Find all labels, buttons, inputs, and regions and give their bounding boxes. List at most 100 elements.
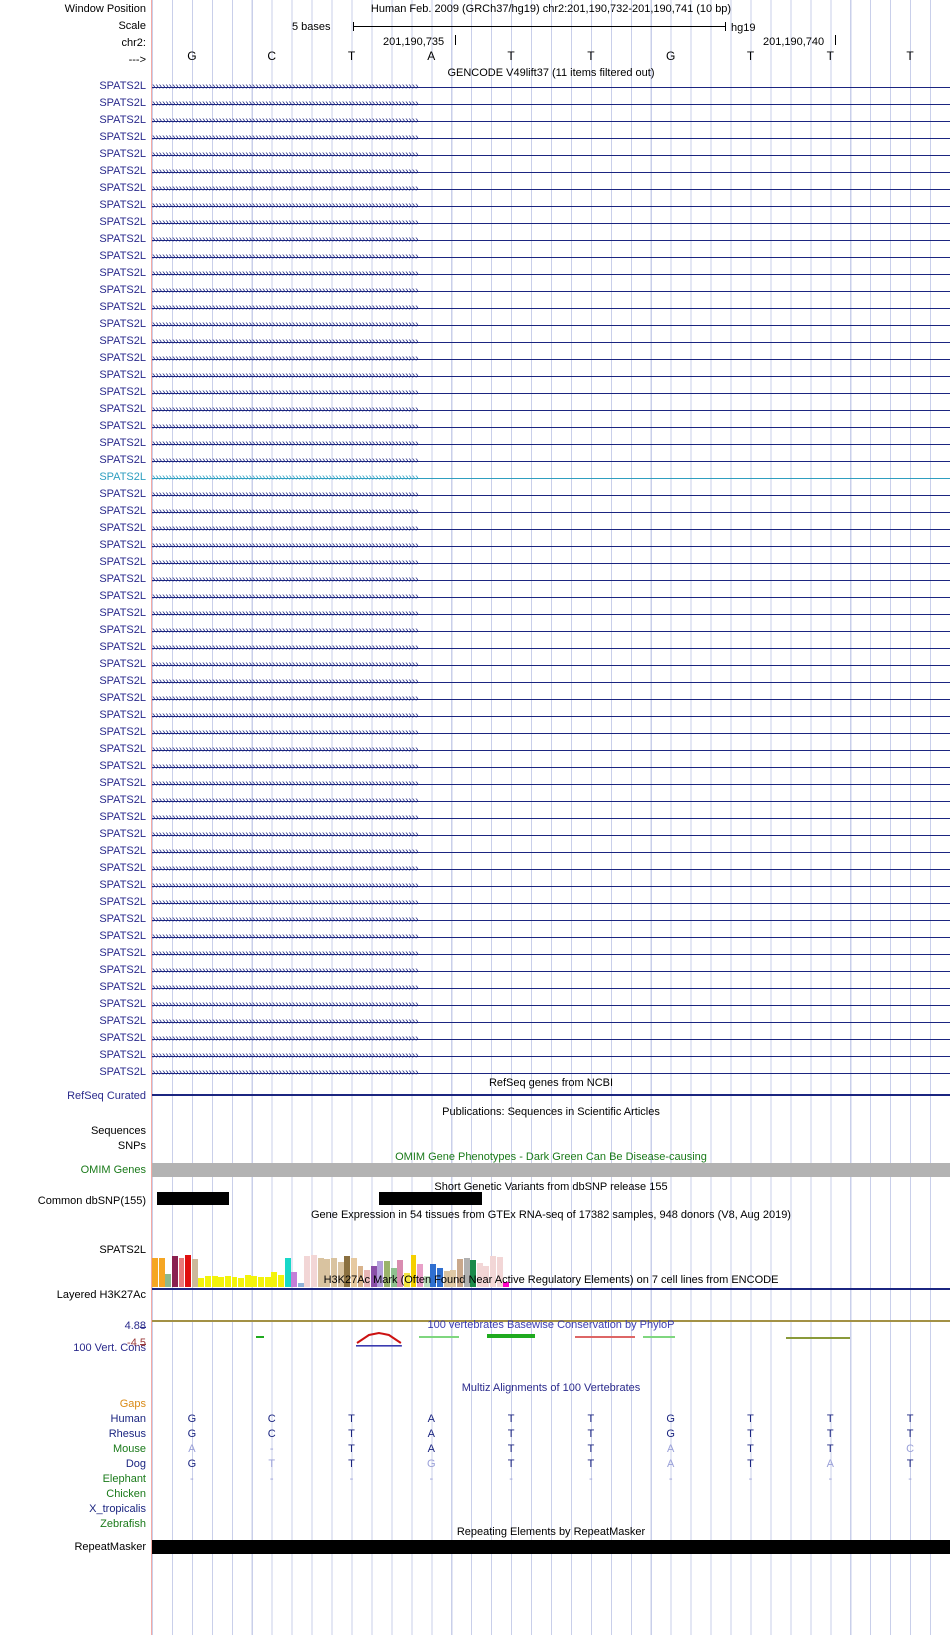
species-row[interactable]: Rhesus G C T A T T G T T T [0,1427,950,1442]
gene-row-label[interactable]: SPATS2L [99,505,146,517]
gene-row-label[interactable]: SPATS2L [99,284,146,296]
gene-row[interactable]: SPATS2L ›››››››››››››››››››››››››››››››››… [0,333,950,350]
phylop-label[interactable]: 100 Vert. Cons [73,1342,146,1354]
gene-row-label[interactable]: SPATS2L [99,369,146,381]
species-row[interactable]: Elephant - - - - - - - - - - [0,1472,950,1487]
gene-row[interactable]: SPATS2L ›››››››››››››››››››››››››››››››››… [0,843,950,860]
species-label[interactable]: Rhesus [108,1428,146,1440]
gene-row[interactable]: SPATS2L ›››››››››››››››››››››››››››››››››… [0,231,950,248]
gene-row-label[interactable]: SPATS2L [99,403,146,415]
gene-row-label[interactable]: SPATS2L [99,1049,146,1061]
gene-row[interactable]: SPATS2L ›››››››››››››››››››››››››››››››››… [0,605,950,622]
gtex-tissue-bar[interactable] [357,1266,364,1287]
gene-row[interactable]: SPATS2L ›››››››››››››››››››››››››››››››››… [0,282,950,299]
gtex-tissue-bar[interactable] [397,1260,404,1287]
h3k27ac-label[interactable]: Layered H3K27Ac [56,1289,146,1301]
gene-row[interactable]: SPATS2L ›››››››››››››››››››››››››››››››››… [0,673,950,690]
gene-row-label[interactable]: SPATS2L [99,114,146,126]
gene-row[interactable]: SPATS2L ›››››››››››››››››››››››››››››››››… [0,809,950,826]
gtex-tissue-bar[interactable] [403,1273,410,1287]
gtex-tissue-bar[interactable] [224,1276,231,1287]
gtex-tissue-bar[interactable] [231,1277,238,1287]
gene-row-label[interactable]: SPATS2L [99,335,146,347]
gene-row-label[interactable]: SPATS2L [99,199,146,211]
gene-row-label[interactable]: SPATS2L [99,624,146,636]
gene-row[interactable]: SPATS2L ›››››››››››››››››››››››››››››››››… [0,469,950,486]
species-label[interactable]: Dog [125,1458,146,1470]
gene-row[interactable]: SPATS2L ›››››››››››››››››››››››››››››››››… [0,707,950,724]
gtex-tissue-bar[interactable] [297,1283,304,1287]
gene-row-label[interactable]: SPATS2L [99,318,146,330]
gtex-tissue-bar[interactable] [158,1258,165,1287]
phylop-conservation-mark[interactable] [255,1336,264,1338]
gene-row[interactable]: SPATS2L ›››››››››››››››››››››››››››››››››… [0,95,950,112]
gene-row[interactable]: SPATS2L ›››››››››››››››››››››››››››››››››… [0,129,950,146]
gtex-tissue-bar[interactable] [350,1258,357,1287]
gtex-tissue-bar[interactable] [384,1261,390,1287]
gtex-tissue-bar[interactable] [430,1264,437,1287]
gene-row[interactable]: SPATS2L ›››››››››››››››››››››››››››››››››… [0,384,950,401]
sequences-label[interactable]: Sequences [90,1125,146,1137]
gene-row[interactable]: SPATS2L ›››››››››››››››››››››››››››››››››… [0,826,950,843]
gene-row[interactable]: SPATS2L ›››››››››››››››››››››››››››››››››… [0,571,950,588]
gene-row-label[interactable]: SPATS2L [99,420,146,432]
gene-row-label[interactable]: SPATS2L [99,947,146,959]
gene-row-label[interactable]: SPATS2L [99,641,146,653]
gene-row[interactable]: SPATS2L ›››››››››››››››››››››››››››››››››… [0,1064,950,1081]
gene-row-label[interactable]: SPATS2L [99,471,146,483]
gene-row-label[interactable]: SPATS2L [99,658,146,670]
gtex-tissue-bar[interactable] [218,1277,225,1287]
phylop-conservation-mark[interactable] [419,1336,460,1338]
phylop-peak[interactable] [355,1331,403,1348]
gene-row[interactable]: SPATS2L ›››››››››››››››››››››››››››››››››… [0,248,950,265]
gene-row[interactable]: SPATS2L ›››››››››››››››››››››››››››››››››… [0,299,950,316]
gtex-tissue-bar[interactable] [364,1270,371,1287]
gene-row-label[interactable]: SPATS2L [99,811,146,823]
gene-row[interactable]: SPATS2L ›››››››››››››››››››››››››››››››››… [0,622,950,639]
gtex-tissue-bar[interactable] [496,1257,503,1287]
species-row[interactable]: Mouse A - T A T T A T T C [0,1442,950,1457]
gtex-tissue-bar[interactable] [258,1277,264,1287]
gtex-tissue-bar[interactable] [304,1256,311,1287]
gtex-tissue-bar[interactable] [205,1276,211,1287]
gene-row-label[interactable]: SPATS2L [99,216,146,228]
phylop-conservation-mark[interactable] [487,1334,536,1338]
repeatmasker-feature-bar[interactable] [152,1540,950,1554]
gene-row[interactable]: SPATS2L ›››››››››››››››››››››››››››››››››… [0,316,950,333]
gene-row[interactable]: SPATS2L ›››››››››››››››››››››››››››››››››… [0,503,950,520]
gene-row-label[interactable]: SPATS2L [99,1066,146,1078]
gene-row-label[interactable]: SPATS2L [99,301,146,313]
gtex-tissue-bar[interactable] [443,1271,450,1287]
species-row[interactable]: Chicken [0,1487,950,1502]
gtex-tissue-bar[interactable] [244,1275,251,1287]
omim-label[interactable]: OMIM Genes [80,1164,146,1176]
gtex-tissue-bar[interactable] [450,1270,457,1287]
gene-row[interactable]: SPATS2L ›››››››››››››››››››››››››››››››››… [0,78,950,95]
gtex-tissue-bar[interactable] [185,1255,192,1287]
species-row[interactable]: Zebrafish [0,1517,950,1532]
species-row[interactable]: Dog G T T G T T A T A T [0,1457,950,1472]
gene-row-label[interactable]: SPATS2L [99,1015,146,1027]
gtex-tissue-bar[interactable] [152,1258,158,1287]
gene-row[interactable]: SPATS2L ›››››››››››››››››››››››››››››››››… [0,1013,950,1030]
gene-row-label[interactable]: SPATS2L [99,488,146,500]
gene-row[interactable]: SPATS2L ›››››››››››››››››››››››››››››››››… [0,112,950,129]
gene-row-label[interactable]: SPATS2L [99,862,146,874]
gene-row[interactable]: SPATS2L ›››››››››››››››››››››››››››››››››… [0,945,950,962]
gtex-tissue-bar[interactable] [178,1258,185,1287]
gene-row-label[interactable]: SPATS2L [99,386,146,398]
gene-row[interactable]: SPATS2L ›››››››››››››››››››››››››››››››››… [0,197,950,214]
gene-row-label[interactable]: SPATS2L [99,352,146,364]
gene-row[interactable]: SPATS2L ›››››››››››››››››››››››››››››››››… [0,996,950,1013]
gtex-tissue-bar[interactable] [251,1276,258,1287]
gene-row[interactable]: SPATS2L ›››››››››››››››››››››››››››››››››… [0,639,950,656]
refseq-label[interactable]: RefSeq Curated [67,1090,146,1102]
gene-row[interactable]: SPATS2L ›››››››››››››››››››››››››››››››››… [0,163,950,180]
gene-row-label[interactable]: SPATS2L [99,981,146,993]
gene-row[interactable]: SPATS2L ›››››››››››››››››››››››››››››››››… [0,911,950,928]
refseq-feature-bar[interactable] [152,1094,950,1096]
gene-row[interactable]: SPATS2L ›››››››››››››››››››››››››››››››››… [0,554,950,571]
gene-row[interactable]: SPATS2L ›››››››››››››››››››››››››››››››››… [0,792,950,809]
gene-row[interactable]: SPATS2L ›››››››››››››››››››››››››››››››››… [0,214,950,231]
gene-row-label[interactable]: SPATS2L [99,233,146,245]
